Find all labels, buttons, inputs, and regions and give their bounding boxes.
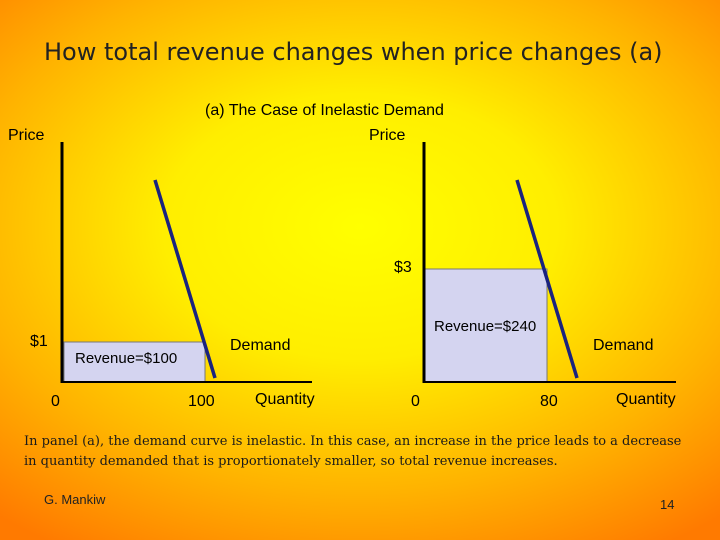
right-revenue-rectangle [424, 268, 548, 383]
left-revenue-label: Revenue=$100 [75, 350, 178, 367]
right-panel-graph [422, 142, 676, 383]
right-demand-curve [515, 179, 579, 379]
author-credit: G. Mankiw [44, 492, 106, 507]
left-panel-graph [60, 142, 312, 383]
left-quantity-axis-label: Quantity [255, 391, 315, 408]
left-quantity-value: 100 [188, 393, 215, 410]
right-quantity-axis-label: Quantity [616, 391, 676, 408]
slide-title: How total revenue changes when price cha… [44, 38, 663, 66]
panel-subtitle: (a) The Case of Inelastic Demand [205, 102, 444, 119]
right-revenue-label: Revenue=$240 [434, 318, 537, 335]
left-origin-label: 0 [51, 393, 60, 410]
left-demand-curve [153, 179, 217, 379]
left-demand-label: Demand [230, 337, 291, 354]
right-origin-label: 0 [411, 393, 420, 410]
left-price-axis-label: Price [8, 127, 45, 144]
left-price-value: $1 [30, 333, 48, 350]
left-revenue-rectangle [63, 341, 206, 383]
right-price-value: $3 [394, 259, 412, 276]
slide-caption: In panel (a), the demand curve is inelas… [24, 434, 682, 469]
right-quantity-value: 80 [540, 393, 558, 410]
page-number: 14 [660, 497, 675, 512]
right-price-axis-label: Price [369, 127, 406, 144]
right-demand-label: Demand [593, 337, 654, 354]
